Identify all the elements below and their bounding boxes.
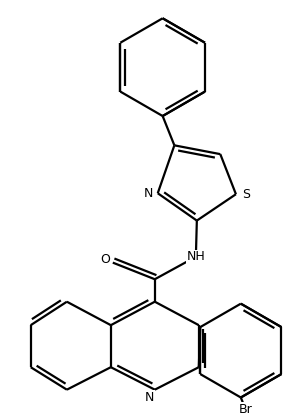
- Text: O: O: [100, 253, 110, 266]
- Text: NH: NH: [186, 250, 205, 263]
- Text: Br: Br: [239, 403, 253, 416]
- Text: S: S: [242, 188, 250, 201]
- Text: N: N: [145, 391, 155, 404]
- Text: N: N: [143, 187, 153, 200]
